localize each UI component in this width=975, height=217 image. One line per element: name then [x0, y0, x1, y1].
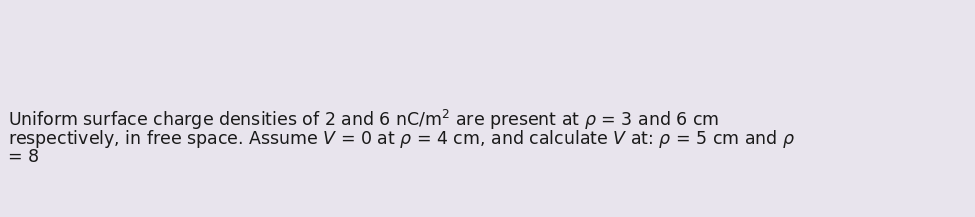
Text: respectively, in free space. Assume $V$ = 0 at $\rho$ = 4 cm, and calculate $V$ : respectively, in free space. Assume $V$ …: [8, 128, 796, 150]
Text: Uniform surface charge densities of 2 and 6 nC/m$^2$ are present at $\rho$ = 3 a: Uniform surface charge densities of 2 an…: [8, 108, 720, 132]
Text: = 8: = 8: [8, 148, 39, 166]
